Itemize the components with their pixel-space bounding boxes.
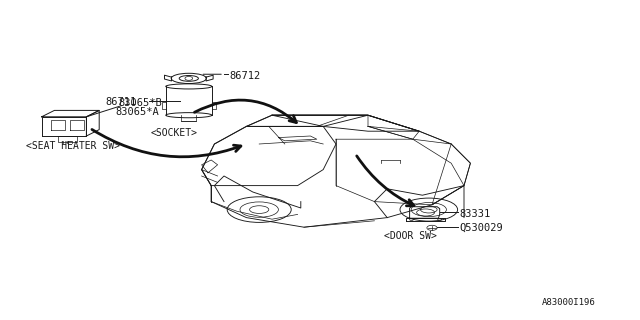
Text: <SEAT HEATER SW>: <SEAT HEATER SW>: [26, 140, 120, 151]
Text: 83331: 83331: [459, 209, 490, 219]
Text: A83000I196: A83000I196: [541, 298, 595, 307]
Text: <DOOR SW>: <DOOR SW>: [384, 231, 437, 241]
Text: Q530029: Q530029: [459, 223, 502, 233]
Text: <SOCKET>: <SOCKET>: [150, 128, 197, 138]
Text: 83065*B: 83065*B: [118, 98, 162, 108]
Text: 86711: 86711: [106, 97, 137, 107]
Text: 86712: 86712: [229, 70, 260, 81]
Text: 83065*A: 83065*A: [115, 107, 159, 117]
